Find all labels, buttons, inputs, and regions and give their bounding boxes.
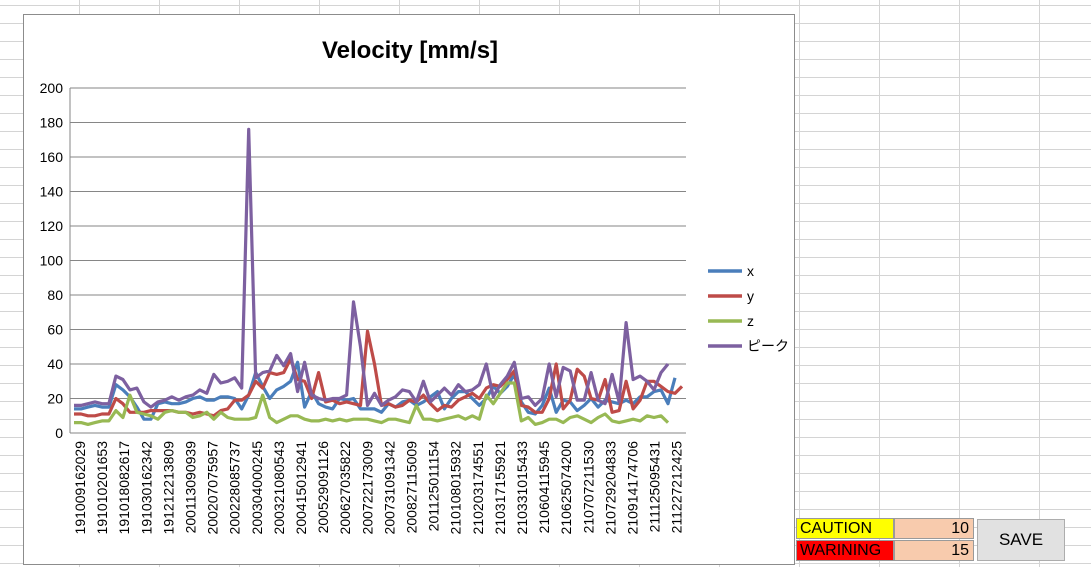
y-tick-label: 160 bbox=[40, 149, 64, 165]
x-tick-label: 210108015932 bbox=[448, 441, 464, 535]
caution-value-cell[interactable]: 10 bbox=[894, 518, 974, 539]
legend-label-2: z bbox=[747, 313, 754, 329]
velocity-chart[interactable]: Velocity [mm/s] 0 20 40 60 80 100 120 140 160 180 2… bbox=[23, 14, 795, 565]
x-tick-label: 210729204833 bbox=[602, 441, 618, 535]
y-tick-label: 120 bbox=[40, 218, 64, 234]
x-tick-label: 200627035822 bbox=[337, 441, 353, 535]
y-tick-label: 60 bbox=[47, 322, 63, 338]
legend-label-0: x bbox=[747, 263, 754, 279]
x-tick-label: 200731091342 bbox=[381, 441, 397, 535]
series-line-3 bbox=[74, 127, 670, 409]
x-tick-label: 211227212425 bbox=[669, 441, 685, 534]
x-tick-label: 200722173009 bbox=[359, 441, 375, 535]
y-tick-label: 80 bbox=[47, 287, 63, 303]
x-tick-label: 211125095431 bbox=[647, 441, 663, 533]
x-tick-label: 210707211530 bbox=[580, 441, 596, 534]
x-tick-label: 210203174551 bbox=[470, 441, 486, 535]
save-button[interactable]: SAVE bbox=[977, 519, 1065, 561]
x-tick-label: 200321080543 bbox=[271, 441, 287, 535]
caution-label-cell[interactable]: CAUTION bbox=[796, 518, 894, 539]
y-tick-label: 20 bbox=[47, 391, 63, 407]
x-tick-label: 200207075957 bbox=[205, 441, 221, 535]
y-tick-label: 100 bbox=[40, 253, 64, 269]
y-tick-label: 40 bbox=[47, 356, 63, 372]
series-line-0 bbox=[74, 360, 677, 421]
y-tick-label: 0 bbox=[55, 425, 63, 441]
warning-value-cell[interactable]: 15 bbox=[894, 540, 974, 561]
x-tick-label: 191018082617 bbox=[116, 441, 132, 535]
x-tick-label: 210331015433 bbox=[514, 441, 530, 535]
x-tick-label: 200228085737 bbox=[227, 441, 243, 535]
x-tick-label: 200827115009 bbox=[404, 441, 420, 534]
x-tick-label: 210625074200 bbox=[558, 441, 574, 535]
chart-svg: Velocity [mm/s] 0 20 40 60 80 100 120 140 160 180 2… bbox=[40, 37, 789, 535]
legend-label-3: ピーク bbox=[747, 338, 789, 354]
legend-label-1: y bbox=[747, 288, 754, 304]
x-tick-label: 191009162029 bbox=[72, 441, 88, 535]
x-tick-label: 200113090939 bbox=[183, 441, 199, 534]
y-tick-label: 200 bbox=[40, 80, 64, 96]
x-tick-label: 191010201653 bbox=[94, 441, 110, 535]
x-tick-label: 200304000245 bbox=[249, 441, 265, 535]
x-tick-label: 201125011154 bbox=[426, 441, 442, 532]
x-tick-label: 191030162342 bbox=[138, 441, 154, 535]
series-line-2 bbox=[74, 381, 670, 426]
x-tick-label: 210604115945 bbox=[536, 441, 552, 534]
x-tick-label: 191212213809 bbox=[160, 441, 176, 535]
warning-label-cell[interactable]: WARINING bbox=[796, 540, 894, 561]
x-tick-label: 210914174706 bbox=[625, 441, 641, 535]
x-tick-label: 210317155921 bbox=[492, 441, 508, 535]
x-tick-label: 200529091126 bbox=[315, 441, 331, 534]
y-tick-label: 140 bbox=[40, 184, 64, 200]
chart-title: Velocity [mm/s] bbox=[322, 37, 498, 64]
y-tick-label: 180 bbox=[40, 115, 64, 131]
x-tick-label: 200415012941 bbox=[293, 441, 309, 535]
